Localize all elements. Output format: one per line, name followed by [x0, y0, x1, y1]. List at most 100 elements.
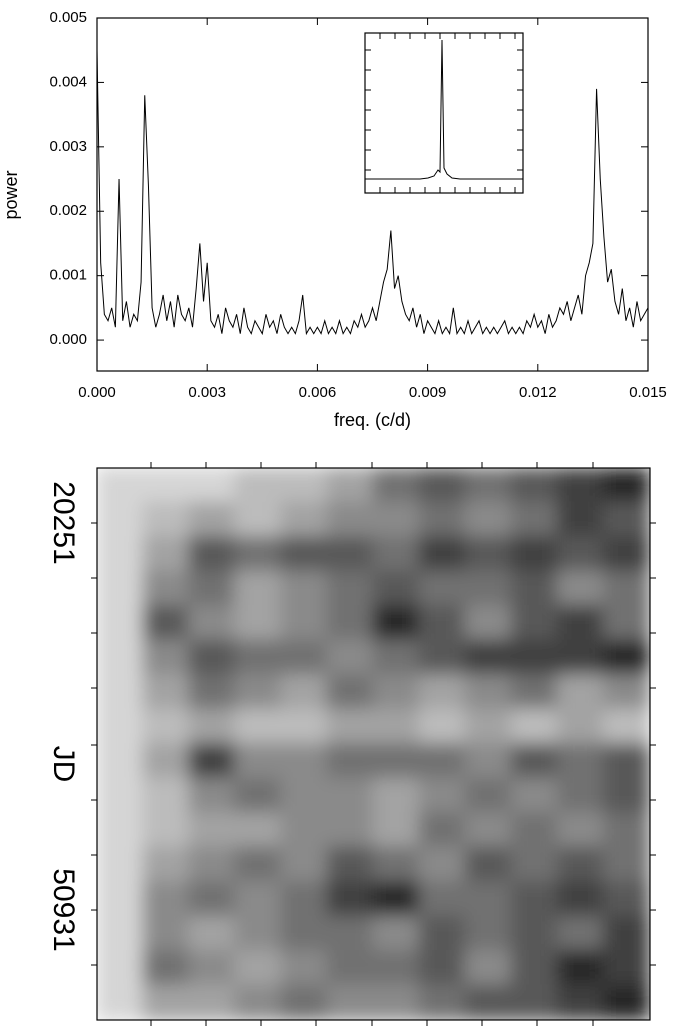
heatmap-cell: [326, 812, 375, 849]
heatmap-cell: [326, 674, 375, 711]
frame-ticks: [91, 462, 656, 1026]
y-tick-label: 0.004: [49, 73, 87, 90]
heatmap-cell: [188, 501, 237, 538]
heatmap-soft: [97, 468, 650, 1020]
heatmap-cell: [97, 881, 145, 918]
heatmap-cell: [556, 881, 605, 918]
heatmap-cell: [280, 468, 329, 504]
heatmap-cell: [97, 743, 145, 780]
heatmap-cell: [142, 777, 191, 814]
heatmap-cell: [464, 468, 513, 504]
heatmap-cell: [234, 812, 283, 849]
heatmap-cell: [372, 984, 421, 1020]
heatmap-cell: [142, 881, 191, 918]
heatmap-cell: [418, 536, 467, 573]
heatmap-cell: [372, 881, 421, 918]
heatmap-cell: [372, 915, 421, 952]
heatmap-cell: [280, 708, 329, 745]
heatmap-cell: [97, 639, 145, 676]
heatmap-cell: [418, 846, 467, 883]
y-tick-label: 0.001: [49, 267, 87, 284]
heatmap-cell: [510, 984, 559, 1020]
heatmap-cell: [234, 846, 283, 883]
heatmap-cell: [510, 881, 559, 918]
heatmap-cell: [97, 536, 145, 573]
y-tick-label: 0.005: [49, 9, 87, 26]
heatmap-cell: [602, 812, 650, 849]
heatmap-cell: [234, 950, 283, 987]
heatmap-cell: [280, 536, 329, 573]
heatmap-cell: [464, 915, 513, 952]
heatmap-cell: [372, 674, 421, 711]
heatmap-cell: [418, 468, 467, 504]
heatmap-cell: [418, 915, 467, 952]
heatmap-cell: [372, 708, 421, 745]
heatmap-cell: [556, 708, 605, 745]
x-tick-label: 0.015: [629, 384, 667, 401]
heatmap-cell: [602, 605, 650, 642]
heatmap-cell: [510, 605, 559, 642]
heatmap-cell: [372, 812, 421, 849]
heatmap-cell: [418, 674, 467, 711]
heatmap-cell: [556, 468, 605, 504]
heatmap-cell: [97, 950, 145, 987]
heatmap-cell: [188, 605, 237, 642]
x-tick-label: 0.009: [409, 384, 447, 401]
heatmap-cell: [510, 501, 559, 538]
heatmap-cell: [556, 501, 605, 538]
heatmap-cell: [556, 674, 605, 711]
heatmap-cell: [510, 812, 559, 849]
y-axis-label: JD: [47, 746, 80, 783]
heatmap-cell: [97, 777, 145, 814]
heatmap-cell: [510, 570, 559, 607]
heatmap-cell: [280, 950, 329, 987]
heatmap-cell: [142, 846, 191, 883]
heatmap-cell: [97, 984, 145, 1020]
heatmap-cell: [97, 674, 145, 711]
y-tick-label: 0.003: [49, 138, 87, 155]
heatmap-cell: [464, 881, 513, 918]
inset: [364, 32, 524, 194]
heatmap-cell: [510, 777, 559, 814]
heatmap-cell: [280, 605, 329, 642]
heatmap-cell: [188, 915, 237, 952]
plot-frame: [96, 17, 649, 372]
heatmap-cell: [188, 743, 237, 780]
heatmap-cell: [142, 570, 191, 607]
heatmap-cell: [188, 777, 237, 814]
heatmap-cell: [372, 777, 421, 814]
heatmap-cell: [326, 605, 375, 642]
heatmap-cell: [602, 536, 650, 573]
heatmap-cell: [142, 674, 191, 711]
heatmap-cell: [280, 777, 329, 814]
heatmap-cell: [418, 777, 467, 814]
heatmap-cell: [556, 812, 605, 849]
heatmap-cell: [326, 950, 375, 987]
heatmap-cell: [142, 639, 191, 676]
heatmap-cell: [418, 743, 467, 780]
heatmap-cell: [142, 950, 191, 987]
heatmap-cell: [510, 536, 559, 573]
heatmap-cell: [464, 950, 513, 987]
heatmap-cell: [556, 605, 605, 642]
heatmap-cell: [234, 674, 283, 711]
heatmap-cell: [97, 605, 145, 642]
heatmap-cell: [234, 708, 283, 745]
heatmap-cell: [188, 708, 237, 745]
heatmap-cell: [280, 812, 329, 849]
heatmap-cell: [418, 605, 467, 642]
plot-frame: [96, 467, 651, 1021]
heatmap-cell: [234, 570, 283, 607]
heatmap-cell: [280, 846, 329, 883]
heatmap-cell: [234, 468, 283, 504]
heatmap-cell: [188, 881, 237, 918]
heatmap-cell: [326, 984, 375, 1020]
heatmap-cell: [510, 743, 559, 780]
heatmap-cell: [326, 708, 375, 745]
heatmap-cell: [280, 674, 329, 711]
periodogram: 0.000 0.003 0.006 0.009 0.012 0.015 0.000 0.001…: [1, 9, 667, 430]
heatmap-cell: [602, 846, 650, 883]
heatmap-cell: [326, 468, 375, 504]
heatmap-cell: [510, 950, 559, 987]
